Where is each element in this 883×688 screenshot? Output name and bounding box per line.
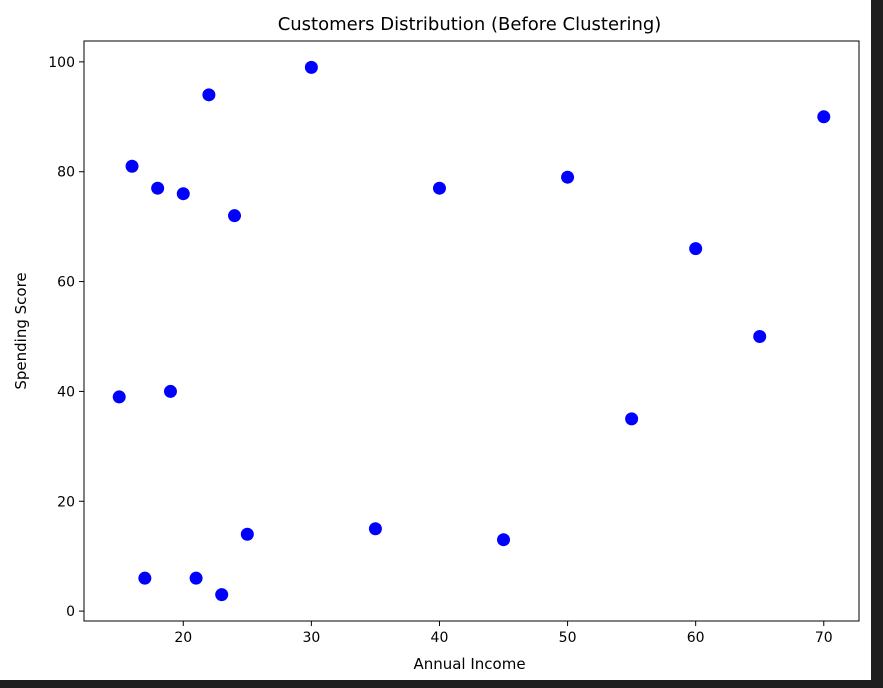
data-point: [497, 533, 511, 547]
data-point: [240, 527, 254, 541]
x-axis-label: Annual Income: [413, 655, 525, 673]
x-tick-label: 20: [174, 630, 192, 646]
y-tick-label: 0: [66, 604, 75, 620]
data-point: [432, 181, 446, 195]
data-point: [202, 88, 216, 102]
x-tick-label: 50: [559, 630, 577, 646]
data-point: [163, 384, 177, 398]
y-tick-label: 20: [57, 494, 75, 510]
chart-title: Customers Distribution (Before Clusterin…: [278, 14, 662, 35]
data-point: [176, 187, 190, 201]
data-point: [151, 181, 165, 195]
window-edge-bottom: [0, 680, 883, 688]
x-tick-label: 60: [687, 630, 705, 646]
y-tick-label: 80: [57, 165, 75, 181]
y-tick-label: 40: [57, 384, 75, 400]
x-tick-label: 70: [815, 630, 833, 646]
data-point: [304, 60, 318, 74]
y-tick-label: 60: [57, 275, 75, 291]
data-point: [817, 110, 831, 124]
data-point: [625, 412, 639, 426]
data-point: [753, 329, 767, 343]
data-point: [138, 571, 152, 585]
data-point: [215, 588, 229, 602]
data-point: [561, 170, 575, 184]
data-point: [228, 209, 242, 223]
data-point: [368, 522, 382, 536]
window-edge-right: [871, 0, 883, 688]
data-point: [689, 242, 703, 256]
data-point: [189, 571, 203, 585]
figure-canvas: [0, 0, 871, 680]
y-axis-label: Spending Score: [12, 272, 30, 389]
data-point: [112, 390, 126, 404]
x-tick-label: 30: [302, 630, 320, 646]
data-point: [125, 159, 139, 173]
x-tick-label: 40: [431, 630, 449, 646]
plot-area: [83, 40, 860, 622]
y-tick-label: 100: [48, 55, 75, 71]
